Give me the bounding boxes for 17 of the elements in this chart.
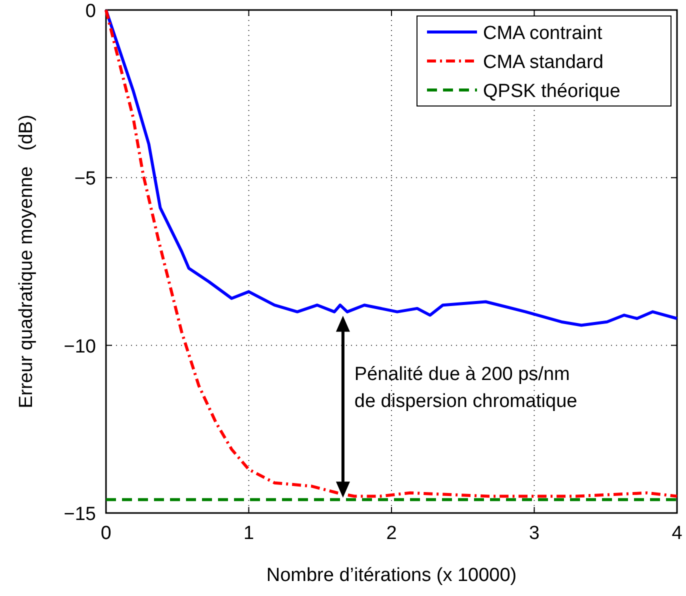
x-tick-label: 1 — [243, 523, 254, 544]
y-tick-label: 0 — [85, 1, 96, 22]
line-series — [104, 8, 678, 498]
legend-label: CMA standard — [483, 52, 604, 73]
y-axis-title: Erreur quadratique moyenne (dB) — [16, 114, 37, 408]
x-tick-label: 0 — [100, 523, 112, 544]
legend-label: CMA contraint — [483, 23, 604, 44]
x-tick-label: 3 — [528, 523, 540, 544]
line-series — [104, 8, 678, 327]
y-tick-label: −15 — [64, 504, 96, 525]
x-axis-title: Nombre d’itérations (x 10000) — [266, 565, 517, 586]
y-tick-label: −5 — [74, 168, 96, 190]
annotation: Pénalité due à 200 ps/nm de dispersion chromatique — [354, 364, 578, 412]
x-tick-label: 4 — [672, 523, 683, 544]
x-tick-label: 2 — [386, 523, 397, 544]
legend-label: QPSK théorique — [483, 81, 620, 102]
y-tick-label: −10 — [64, 336, 96, 358]
